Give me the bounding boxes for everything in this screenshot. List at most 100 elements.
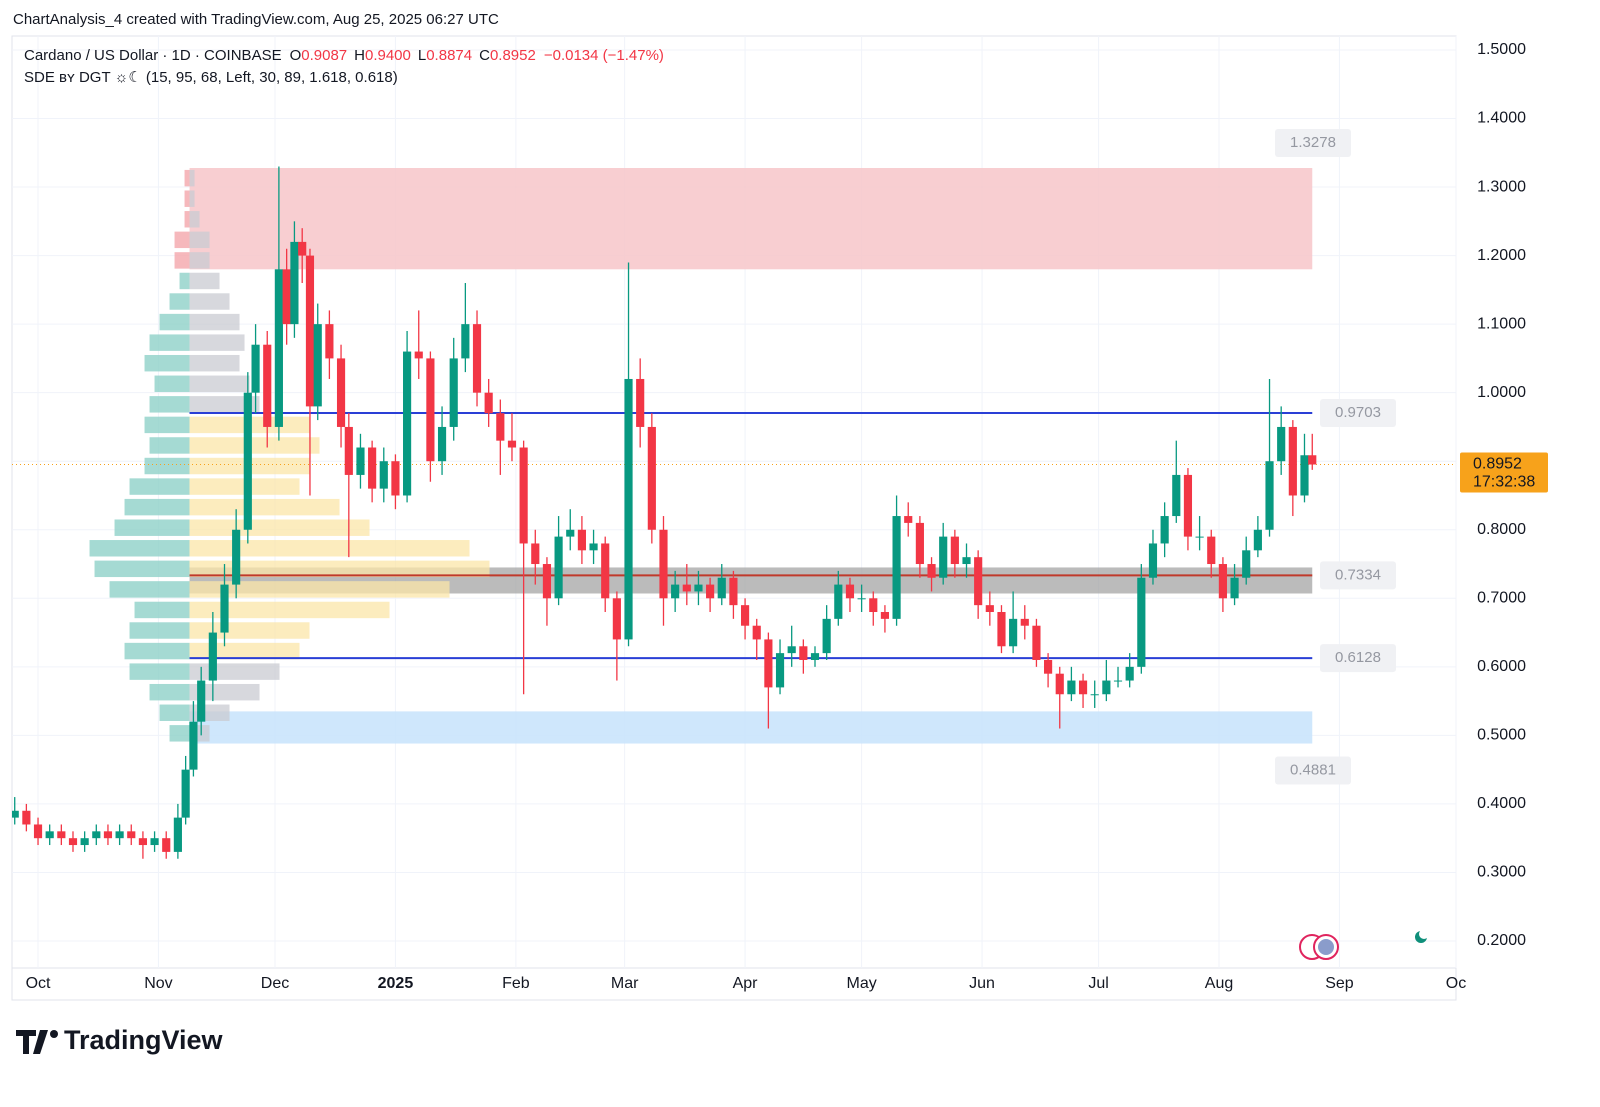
y-tick-label: 0.8000 — [1477, 521, 1526, 538]
profile-right-bar — [189, 704, 230, 721]
profile-right-bar — [189, 231, 210, 249]
ohlc-value: 0.8874 — [426, 47, 472, 64]
profile-right-bar — [189, 540, 470, 557]
candle-body — [612, 598, 621, 640]
candle-body — [391, 461, 400, 496]
candle-body — [1020, 618, 1029, 626]
ohlc-value: 0.8952 — [490, 47, 536, 64]
candle-body — [601, 543, 610, 599]
plot — [12, 166, 1456, 859]
candle-body — [787, 646, 796, 654]
indicator-legend: SDE ʙʏ DGT ☼☾ (15, 95, 68, Left, 30, 89,… — [24, 69, 398, 86]
level-tag: 0.6128 — [1335, 649, 1381, 666]
candle-body — [282, 269, 291, 325]
candle-body — [290, 241, 299, 325]
profile-right-bar — [189, 354, 240, 372]
candle-body — [624, 378, 633, 640]
profile-left-bar — [154, 375, 190, 392]
profile-left-bar — [89, 540, 190, 557]
candle-body — [740, 605, 750, 626]
y-tick-label: 1.0000 — [1477, 384, 1526, 401]
ohlc-legend: Cardano / US Dollar · 1D · COINBASE O0.90… — [24, 47, 664, 64]
profile-left-bar — [169, 293, 190, 310]
candle-body — [103, 831, 113, 839]
zone — [189, 168, 1313, 270]
profile-right-bar — [189, 560, 490, 578]
y-tick-label: 1.3000 — [1477, 178, 1526, 195]
candle-body — [92, 831, 101, 839]
candle-body — [12, 810, 19, 818]
candle-body — [162, 838, 171, 852]
brand-logo — [50, 1030, 58, 1038]
y-tick-label: 0.4000 — [1477, 795, 1526, 812]
profile-right-bar — [189, 334, 245, 351]
profile-right-bar — [189, 663, 280, 680]
candle-body — [589, 543, 598, 551]
profile-left-bar — [144, 416, 190, 434]
candle-body — [706, 584, 715, 599]
candle-body — [927, 564, 936, 578]
candle-body — [298, 241, 307, 256]
candle-body — [403, 351, 412, 496]
candle-body — [1195, 536, 1204, 538]
profile-left-bar — [129, 622, 190, 639]
x-tick-label: Sep — [1325, 975, 1354, 992]
candle-body — [1300, 455, 1309, 496]
candle-body — [647, 426, 656, 530]
y-tick-label: 1.1000 — [1477, 315, 1526, 332]
candle-body — [1102, 680, 1111, 695]
candle-body — [729, 577, 738, 606]
x-tick-label: Feb — [502, 975, 530, 992]
zone — [189, 711, 1313, 744]
y-tick-label: 1.5000 — [1477, 41, 1526, 58]
candle-body — [1253, 529, 1262, 551]
ohlc-value: 0.9087 — [301, 47, 347, 64]
candle-body — [1113, 680, 1123, 682]
volume-profile — [89, 169, 490, 742]
candle-body — [414, 351, 423, 359]
profile-right-bar — [189, 272, 220, 290]
candle-body — [356, 447, 365, 475]
candle-body — [220, 584, 229, 633]
candle-body — [57, 831, 66, 839]
level-tag-bg — [1320, 399, 1396, 428]
candle-body — [232, 529, 241, 585]
candle-body — [1207, 536, 1216, 565]
level-tags: 1.3278 0.9703 0.7334 0.6128 0.4881 — [1275, 129, 1396, 785]
candle-body — [577, 529, 586, 551]
candle-body — [305, 255, 315, 407]
profile-right-bar — [189, 622, 310, 639]
candle-body — [1125, 666, 1134, 681]
candle-body — [379, 461, 388, 489]
candle-body — [939, 536, 948, 578]
profile-left-bar — [149, 396, 190, 413]
candle-body — [173, 817, 182, 852]
event-icons — [1299, 929, 1429, 960]
candle-body — [344, 426, 353, 475]
profile-right-bar — [189, 169, 195, 187]
candle-body — [764, 639, 773, 688]
candle-body — [325, 324, 334, 359]
last-price-tag: 0.8952 — [1473, 456, 1522, 473]
session-icon — [1419, 929, 1429, 939]
candle-body — [138, 838, 147, 846]
candle-body — [834, 584, 843, 619]
profile-left-bar — [174, 252, 190, 269]
candle-body — [1148, 543, 1158, 578]
candle-body — [507, 440, 517, 448]
profile-right-bar — [189, 293, 230, 310]
candle-body — [181, 769, 190, 818]
candle-body — [437, 426, 447, 462]
symbol-title: Cardano / US Dollar · 1D · COINBASE — [24, 47, 282, 64]
x-tick-label: Jul — [1088, 975, 1108, 992]
candle-body — [274, 269, 283, 427]
candle-body — [519, 447, 528, 544]
candle-body — [1288, 426, 1297, 496]
y-tick-label: 0.6000 — [1477, 658, 1526, 675]
profile-right-bar — [189, 519, 370, 536]
candle-body — [822, 618, 831, 654]
candle-body — [1242, 550, 1251, 578]
candle-body — [150, 838, 159, 846]
candle-body — [336, 358, 346, 427]
